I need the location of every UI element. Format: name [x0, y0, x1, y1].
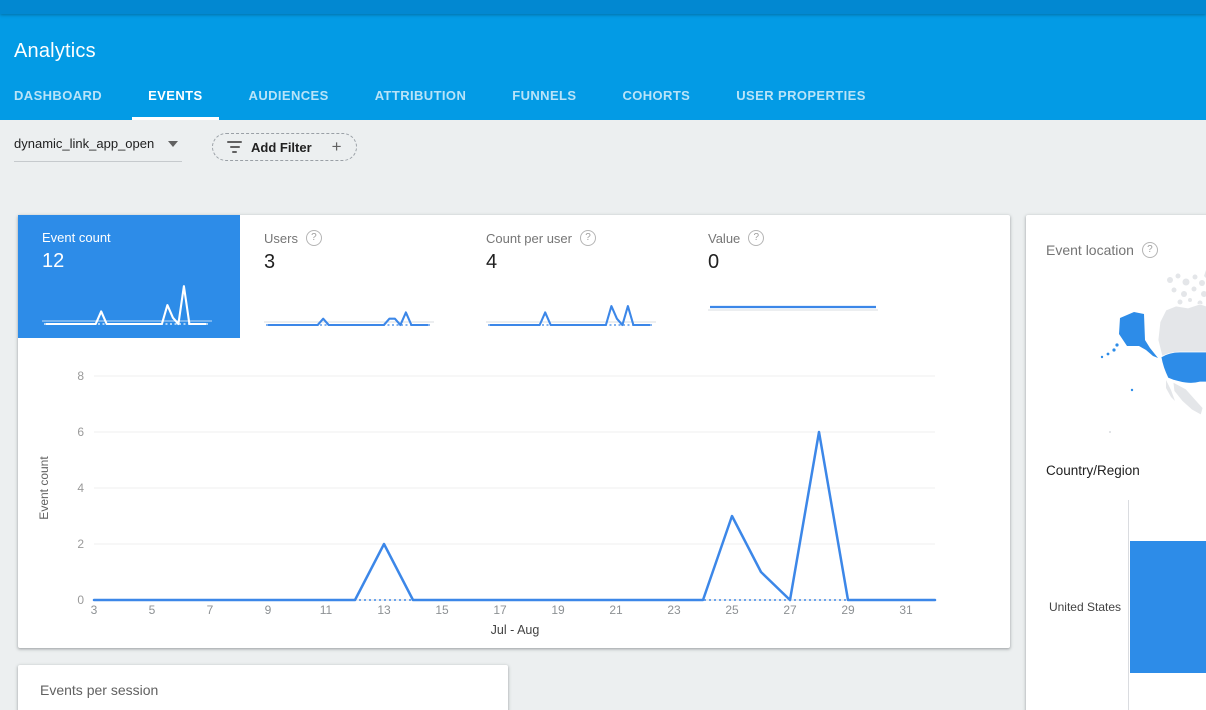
event-location-title: Event location: [1046, 242, 1134, 258]
svg-text:8: 8: [77, 369, 84, 383]
svg-text:15: 15: [435, 603, 449, 617]
app-header: Analytics DASHBOARD EVENTS AUDIENCES ATTRIB…: [0, 0, 1206, 120]
help-icon[interactable]: ?: [305, 230, 322, 246]
caret-down-icon: [168, 140, 178, 147]
metric-label: Count per user: [486, 230, 572, 246]
events-per-session-title: Events per session: [40, 682, 159, 698]
sparkline: [42, 285, 212, 326]
sparkline: [708, 305, 878, 311]
world-map: [1100, 270, 1206, 433]
svg-text:13: 13: [377, 603, 391, 617]
filter-lines-icon: [227, 138, 242, 156]
country-region-header: Country/Region: [1046, 463, 1140, 478]
add-filter-button[interactable]: Add Filter +: [212, 133, 357, 161]
tab-cohorts[interactable]: COHORTS: [622, 88, 691, 103]
svg-text:Jul - Aug: Jul - Aug: [491, 623, 540, 637]
sparkline: [486, 305, 656, 327]
svg-text:9: 9: [265, 603, 272, 617]
help-icon[interactable]: ?: [748, 230, 765, 246]
page-title: Analytics: [14, 40, 96, 62]
svg-text:0: 0: [77, 593, 84, 607]
svg-text:27: 27: [783, 603, 797, 617]
bar-chart-axis: [1128, 500, 1129, 710]
event-select-value: dynamic_link_app_open: [14, 136, 155, 151]
svg-text:21: 21: [609, 603, 623, 617]
map-canada: [1157, 303, 1206, 357]
metric-label: Value: [708, 230, 741, 246]
tab-audiences[interactable]: AUDIENCES: [248, 88, 329, 103]
tab-funnels[interactable]: FUNNELS: [512, 88, 577, 103]
svg-text:31: 31: [899, 603, 913, 617]
map-alaska[interactable]: [1119, 312, 1158, 358]
event-select-dropdown[interactable]: dynamic_link_app_open: [14, 136, 182, 162]
map-region-united-states[interactable]: [1160, 351, 1206, 384]
svg-text:2: 2: [77, 537, 84, 551]
metric-value: 0: [708, 251, 720, 273]
metric-label: Users: [264, 230, 298, 246]
tab-user-properties[interactable]: USER PROPERTIES: [736, 88, 866, 103]
svg-text:7: 7: [207, 603, 214, 617]
event-count-chart: 0 2 4 6 8 Event count 3 5 7 9 11 13 15 17 19 21 23 25 27 29…: [18, 338, 1010, 648]
metric-value: 3: [264, 251, 276, 273]
svg-text:6: 6: [77, 425, 84, 439]
map-arctic-islands: [1167, 273, 1206, 306]
map-island-dot: [1130, 388, 1134, 392]
svg-text:5: 5: [149, 603, 156, 617]
map-island-dot: [1109, 431, 1111, 433]
metric-row: Event count 12 Users? 3 Count per user? 4 Valu…: [18, 215, 1010, 338]
svg-text:25: 25: [725, 603, 739, 617]
map-baja: [1166, 380, 1175, 401]
svg-text:Event count: Event count: [37, 456, 51, 520]
svg-text:19: 19: [551, 603, 565, 617]
map-mexico: [1172, 381, 1204, 416]
metric-card-value[interactable]: Value? 0: [684, 215, 906, 338]
united-states-bar[interactable]: [1130, 541, 1206, 673]
svg-text:3: 3: [91, 603, 98, 617]
svg-text:11: 11: [320, 603, 333, 617]
event-detail-card: Event count 12 Users? 3 Count per user? 4 Valu…: [18, 215, 1010, 648]
header-bar: Analytics DASHBOARD EVENTS AUDIENCES ATTRIB…: [0, 14, 1206, 120]
svg-text:4: 4: [77, 481, 84, 495]
plus-icon: +: [331, 137, 342, 156]
help-icon[interactable]: ?: [1141, 242, 1158, 258]
metric-value: 12: [42, 250, 65, 272]
svg-text:29: 29: [841, 603, 855, 617]
sparkline: [264, 311, 434, 327]
metric-card-users[interactable]: Users? 3: [240, 215, 462, 338]
help-icon[interactable]: ?: [580, 230, 596, 246]
metric-value: 4: [486, 251, 498, 273]
map-aleutian-islands: [1100, 343, 1119, 359]
svg-text:23: 23: [667, 603, 681, 617]
country-label: United States: [1048, 600, 1121, 614]
tab-bar: DASHBOARD EVENTS AUDIENCES ATTRIBUTION FUNNE…: [14, 73, 896, 120]
metric-card-event-count[interactable]: Event count 12: [18, 215, 240, 338]
svg-text:17: 17: [493, 603, 507, 617]
event-count-line-chart: 0 2 4 6 8 Event count 3 5 7 9 11 13 15 17 19 21 23 25 27 29…: [37, 369, 937, 637]
event-location-card: Event location ? Country/Reg: [1026, 215, 1206, 710]
tab-dashboard[interactable]: DASHBOARD: [14, 88, 103, 103]
add-filter-label: Add Filter: [251, 139, 312, 155]
metric-card-count-per-user[interactable]: Count per user? 4: [462, 215, 684, 338]
browser-top-strip: [0, 0, 1206, 14]
tab-events[interactable]: EVENTS: [132, 73, 219, 120]
events-per-session-card: Events per session: [18, 665, 508, 710]
tab-attribution[interactable]: ATTRIBUTION: [374, 88, 467, 103]
metric-label: Event count: [42, 230, 111, 245]
